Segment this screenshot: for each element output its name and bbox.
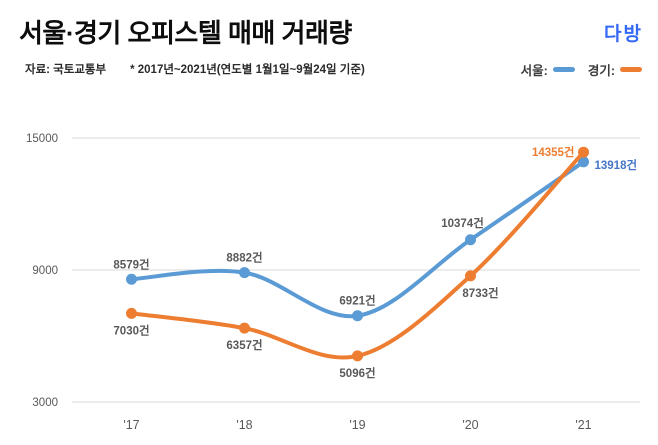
x-tick-4: '20: [462, 418, 478, 432]
data-label-서울-'17: 8579건: [113, 257, 149, 271]
y-tick-15000: 15000: [26, 133, 58, 145]
legend-label-gyeonggi: 경기:: [587, 64, 615, 78]
series-marker-서울-'19: [352, 310, 363, 322]
x-tick-3: '19: [349, 418, 365, 432]
source-label: 자료: 국토교통부: [25, 64, 107, 76]
series-marker-경기-'19: [352, 350, 363, 362]
data-label-서울-'18: 8882건: [226, 251, 262, 265]
data-label-경기-'19: 5096건: [339, 366, 375, 380]
y-tick-9000: 9000: [32, 265, 58, 277]
series-marker-경기-'20: [465, 270, 476, 282]
gyeonggi-line-swatch-icon: [620, 67, 642, 72]
series-marker-경기-'17: [126, 307, 137, 319]
data-label-경기-'21: 14355건: [532, 145, 575, 159]
series-marker-경기-'21: [578, 146, 589, 158]
series-line-서울: [129, 159, 586, 319]
x-tick-1: '17: [123, 418, 139, 432]
data-label-서울-'19: 6921건: [339, 294, 375, 308]
seoul-line-swatch-icon: [552, 67, 575, 72]
data-label-서울-'21: 13918건: [595, 158, 638, 172]
data-label-경기-'20: 8733건: [462, 286, 498, 300]
line-chart: 15000 9000 3000 '17 '18 '19 '20 '21 8579건 8882건 69…: [26, 133, 640, 432]
x-tick-2: '18: [236, 418, 252, 432]
series-marker-서울-'21: [578, 156, 589, 168]
legend-item-seoul: 서울:: [521, 60, 575, 79]
legend-item-gyeonggi: 경기:: [588, 60, 642, 79]
chart-subtitle: 자료: 국토교통부 * 2017년~2021년(연도별 1월1일~9월24일 기준…: [25, 61, 365, 77]
x-tick-5: '21: [575, 418, 591, 432]
data-label-경기-'17: 7030건: [113, 323, 149, 337]
series-marker-경기-'18: [239, 322, 250, 334]
series-marker-서울-'18: [239, 267, 250, 279]
chart-legend: 서울: 경기:: [521, 60, 642, 79]
series-line-경기: [129, 150, 586, 360]
series-marker-서울-'17: [126, 273, 137, 285]
dabang-logo: 다방: [604, 24, 643, 45]
page-title: 서울·경기 오피스텔 매매 거래량: [19, 18, 352, 48]
note-label: * 2017년~2021년(연도별 1월1일~9월24일 기준): [130, 64, 365, 76]
data-label-경기-'18: 6357건: [226, 338, 262, 352]
y-tick-3000: 3000: [32, 397, 58, 409]
data-label-서울-'20: 10374건: [441, 216, 484, 230]
series-marker-서울-'20: [465, 234, 476, 246]
legend-label-seoul: 서울:: [520, 64, 548, 78]
